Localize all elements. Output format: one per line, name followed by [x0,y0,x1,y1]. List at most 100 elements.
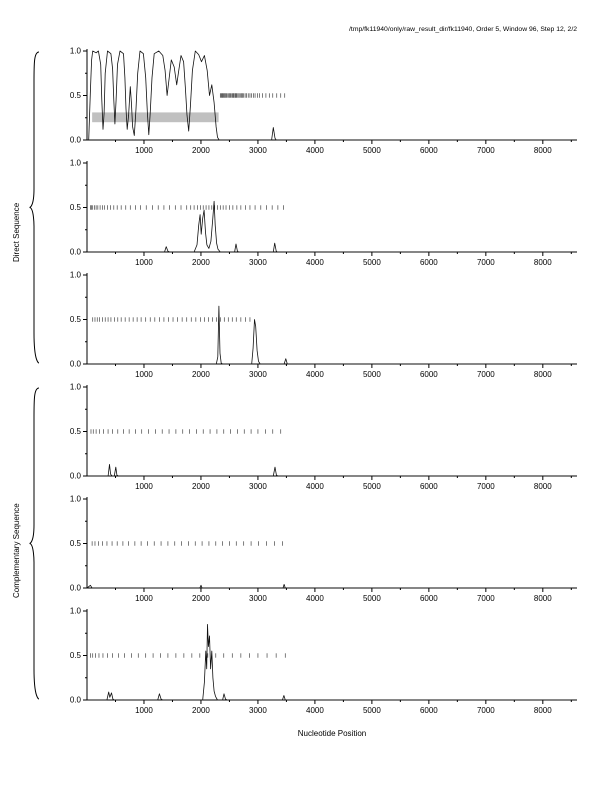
x-tick-label: 3000 [249,482,267,491]
x-tick-label: 8000 [534,370,552,379]
brace-direct-svg [29,51,40,364]
x-tick-label: 1000 [135,370,153,379]
x-tick-label: 6000 [420,370,438,379]
probability-curve [87,464,572,477]
x-tick-label: 5000 [363,146,381,155]
probability-curve [87,305,572,365]
x-tick-label: 5000 [363,482,381,491]
y-tick-label: 1.0 [70,607,82,616]
x-tick-label: 6000 [420,482,438,491]
panel-svg-direct-frame-1: 1000 2000 3000 4000 5000 6000 7000 8000 0.0 0.5 1.… [70,47,577,155]
direct-sequence-label: Direct Sequence [12,203,21,262]
x-tick-label: 8000 [534,706,552,715]
signal-markers [219,93,286,98]
x-tick-label: 6000 [420,146,438,155]
x-tick-label: 2000 [192,706,210,715]
x-tick-label: 4000 [306,594,324,603]
x-tick-label: 2000 [192,258,210,267]
x-tick-label: 3000 [249,706,267,715]
x-tick-label: 1000 [135,482,153,491]
probability-curve [87,623,572,701]
y-tick-label: 0.0 [70,584,82,593]
y-tick-label: 0.5 [70,427,82,436]
x-tick-label: 8000 [534,482,552,491]
panel-svg-complementary-frame-2: 1000 2000 3000 4000 5000 6000 7000 8000 0.0 0.5 1.… [70,495,577,603]
signal-markers [92,317,251,322]
signal-markers [90,653,286,658]
y-tick-label: 1.0 [70,383,82,392]
panel-svg-direct-frame-2: 1000 2000 3000 4000 5000 6000 7000 8000 0.0 0.5 1.… [70,159,577,267]
complementary-sequence-label-text: Complementary Sequence [12,503,21,598]
axes [83,49,577,144]
probability-curve [87,200,572,253]
brace-path [29,51,40,364]
chart-panel-direct-frame-3: 1000 2000 3000 4000 5000 6000 7000 8000 0.0 0.5 1.… [45,269,590,381]
y-tick-label: 0.5 [70,91,82,100]
signal-markers [91,541,283,546]
x-tick-label: 3000 [249,258,267,267]
x-tick-label: 1000 [135,146,153,155]
x-tick-label: 7000 [477,370,495,379]
x-tick-label: 8000 [534,594,552,603]
y-tick-label: 0.0 [70,472,82,481]
complementary-group-brace [28,387,42,700]
y-tick-label: 1.0 [70,271,82,280]
x-tick-label: 4000 [306,482,324,491]
probability-curve [86,584,572,589]
x-tick-label: 2000 [192,370,210,379]
axes [83,161,577,256]
panel-svg-complementary-frame-3: 1000 2000 3000 4000 5000 6000 7000 8000 0.0 0.5 1.… [70,607,577,715]
x-tick-label: 8000 [534,146,552,155]
chart-panel-complementary-frame-2: 1000 2000 3000 4000 5000 6000 7000 8000 0.0 0.5 1.… [45,493,590,605]
y-tick-label: 1.0 [70,159,82,168]
x-tick-label: 4000 [306,146,324,155]
panel-svg-complementary-frame-1: 1000 2000 3000 4000 5000 6000 7000 8000 0.0 0.5 1.… [70,383,577,491]
panel-svg-direct-frame-3: 1000 2000 3000 4000 5000 6000 7000 8000 0.0 0.5 1.… [70,271,577,379]
y-tick-label: 0.0 [70,360,82,369]
x-tick-label: 6000 [420,258,438,267]
direct-sequence-label-text: Direct Sequence [12,202,21,262]
x-tick-label: 4000 [306,258,324,267]
plot-title: /tmp/fk11940/only/raw_result_dir/fk11940… [349,26,577,33]
panels-container: 1000 2000 3000 4000 5000 6000 7000 8000 0.0 0.5 1.… [45,45,590,717]
x-axis-label: Nucleotide Position [297,729,367,738]
complementary-sequence-label: Complementary Sequence [12,503,21,598]
axes [83,497,577,592]
coding-region-bar [92,112,219,123]
signal-markers [90,205,284,210]
brace-path [29,387,40,700]
x-tick-label: 3000 [249,146,267,155]
y-tick-label: 1.0 [70,47,82,56]
x-tick-label: 2000 [192,146,210,155]
x-tick-label: 1000 [135,258,153,267]
x-tick-label: 4000 [306,706,324,715]
axes [83,385,577,480]
x-tick-label: 7000 [477,482,495,491]
x-tick-label: 5000 [363,594,381,603]
chart-panel-direct-frame-2: 1000 2000 3000 4000 5000 6000 7000 8000 0.0 0.5 1.… [45,157,590,269]
x-tick-label: 1000 [135,706,153,715]
y-tick-label: 0.5 [70,651,82,660]
x-tick-label: 7000 [477,594,495,603]
axes [83,273,577,368]
x-tick-label: 2000 [192,482,210,491]
x-tick-label: 5000 [363,370,381,379]
direct-group-brace [28,51,42,364]
brace-comp-svg [29,387,40,700]
signal-markers [90,429,282,434]
x-tick-label: 6000 [420,594,438,603]
x-tick-label: 7000 [477,706,495,715]
x-tick-label: 1000 [135,594,153,603]
x-tick-label: 7000 [477,258,495,267]
y-tick-label: 0.0 [70,136,82,145]
x-tick-label: 7000 [477,146,495,155]
x-tick-label: 8000 [534,258,552,267]
chart-panel-direct-frame-1: 1000 2000 3000 4000 5000 6000 7000 8000 0.0 0.5 1.… [45,45,590,157]
y-tick-label: 0.0 [70,248,82,257]
y-tick-label: 0.5 [70,315,82,324]
axes [83,609,577,704]
chart-panel-complementary-frame-1: 1000 2000 3000 4000 5000 6000 7000 8000 0.0 0.5 1.… [45,381,590,493]
x-tick-label: 5000 [363,706,381,715]
y-tick-label: 0.0 [70,696,82,705]
